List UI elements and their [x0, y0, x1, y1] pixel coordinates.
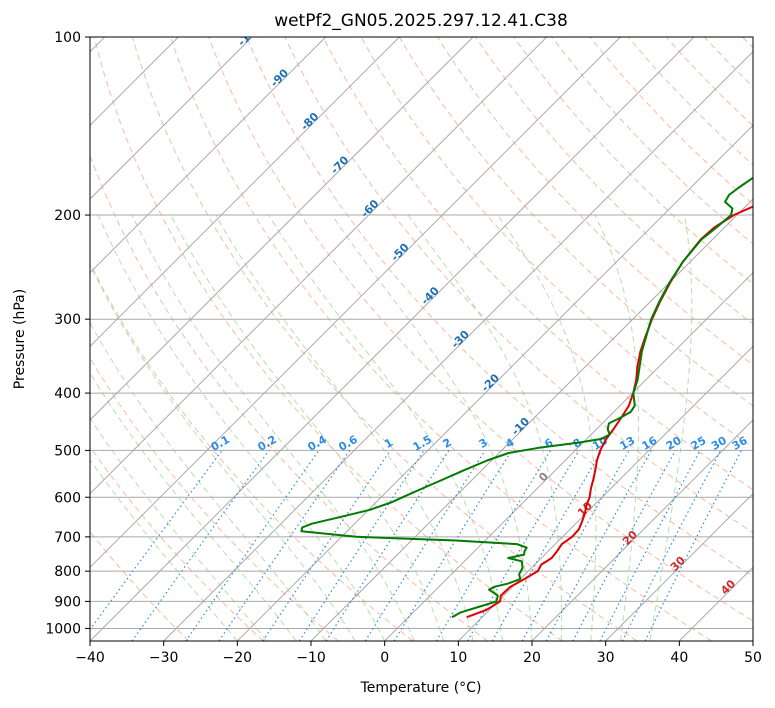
- moist-adiabat-line: [268, 214, 503, 641]
- isotherm-line: [90, 37, 474, 421]
- y-axis-label: Pressure (hPa): [12, 289, 28, 389]
- moist-adiabat-line: [90, 321, 327, 641]
- y-tick-label: 100: [54, 30, 81, 46]
- dewpoint-line: [300, 176, 753, 619]
- moist-adiabat-line: [331, 214, 533, 641]
- mixing-ratio-line: [185, 450, 320, 641]
- y-tick-label: 700: [54, 530, 81, 546]
- dry-adiabat-line: [398, 37, 753, 407]
- y-tick-label: 200: [54, 208, 81, 224]
- dry-adiabat-line: [93, 37, 563, 641]
- x-tick-label: −40: [75, 650, 105, 666]
- moist-adiabat-line: [594, 214, 640, 641]
- x-tick-label: 0: [380, 650, 389, 666]
- dry-adiabat-line: [131, 37, 638, 641]
- moist-adiabat-line: [131, 214, 415, 641]
- mixing-ratio-line: [364, 450, 486, 641]
- dry-adiabat-line: [322, 37, 753, 491]
- dry-adiabat-line: [208, 37, 753, 622]
- y-tick-label: 900: [54, 594, 81, 610]
- isotherm-line: [384, 271, 753, 641]
- isotherm-line: [531, 419, 753, 641]
- x-axis-label: Temperature (°C): [360, 680, 482, 696]
- moist-adiabat-line: [97, 214, 386, 641]
- moist-adiabat-line: [90, 371, 297, 641]
- moist-adiabat-line: [170, 214, 445, 641]
- moist-adiabat-line: [649, 214, 693, 641]
- dry-adiabat-line: [246, 37, 753, 577]
- isotherm-line: [457, 345, 753, 641]
- isotherm-line: [90, 37, 548, 495]
- y-tick-label: 800: [54, 564, 81, 580]
- chart-title: wetPf2_GN05.2025.297.12.41.C38: [274, 11, 568, 31]
- mixing-ratio-line: [393, 450, 513, 641]
- x-tick-label: −20: [223, 650, 253, 666]
- y-tick-label: 600: [54, 490, 81, 506]
- mixing-ratio-line: [218, 450, 351, 641]
- mixing-ratio-line: [298, 450, 425, 641]
- dry-adiabat-line: [90, 154, 488, 641]
- mixing-ratio-line: [466, 450, 580, 641]
- moist-adiabat-line: [90, 458, 238, 641]
- mixing-ratio-line: [325, 450, 450, 641]
- y-tick-label: 300: [54, 312, 81, 328]
- isotherm-line: [163, 50, 753, 641]
- isotherm-line: [90, 37, 327, 274]
- mixing-ratio-line: [545, 450, 652, 641]
- isotherm-label: -100: [235, 20, 264, 49]
- x-tick-label: 50: [744, 650, 762, 666]
- isotherm-line: [90, 37, 695, 641]
- mixing-ratio-line: [262, 450, 391, 641]
- x-tick-label: 30: [597, 650, 615, 666]
- isotherm-line: [605, 492, 753, 641]
- isotherm-line: [310, 198, 753, 641]
- moist-adiabat-line: [90, 417, 268, 641]
- isotherm-line: [236, 124, 753, 641]
- isotherm-line: [90, 37, 400, 348]
- axes: −40 −30 −20 −10 0 10 20 30 40 50 1000 900 800 700 600 5…: [45, 30, 762, 666]
- x-tick-label: 20: [523, 650, 541, 666]
- y-tick-label: 1000: [45, 621, 81, 637]
- x-tick-label: 10: [449, 650, 467, 666]
- y-tick-label: 500: [54, 443, 81, 459]
- isotherm-line: [90, 37, 621, 569]
- dry-adiabat-line: [360, 37, 753, 449]
- x-tick-label: −30: [149, 650, 179, 666]
- y-tick-label: 400: [54, 386, 81, 402]
- dry-adiabat-line: [284, 37, 753, 534]
- moist-adiabat-line: [497, 214, 597, 641]
- moist-adiabat-line: [407, 214, 563, 641]
- x-tick-label: −10: [296, 650, 326, 666]
- moist-adiabat-line: [90, 263, 356, 641]
- mixing-ratio-line: [644, 450, 743, 641]
- dry-adiabat-line: [90, 261, 414, 641]
- moist-adiabat-line: [215, 214, 474, 641]
- mixing-ratio-line: [131, 450, 270, 641]
- isotherm-line: [90, 37, 253, 200]
- mixing-ratio-line: [435, 450, 552, 641]
- mixing-ratio-line: [572, 450, 677, 641]
- temperature-line: [466, 205, 753, 619]
- x-tick-label: 40: [670, 650, 688, 666]
- plot-frame: [89, 36, 754, 642]
- dry-adiabat-line: [90, 445, 264, 641]
